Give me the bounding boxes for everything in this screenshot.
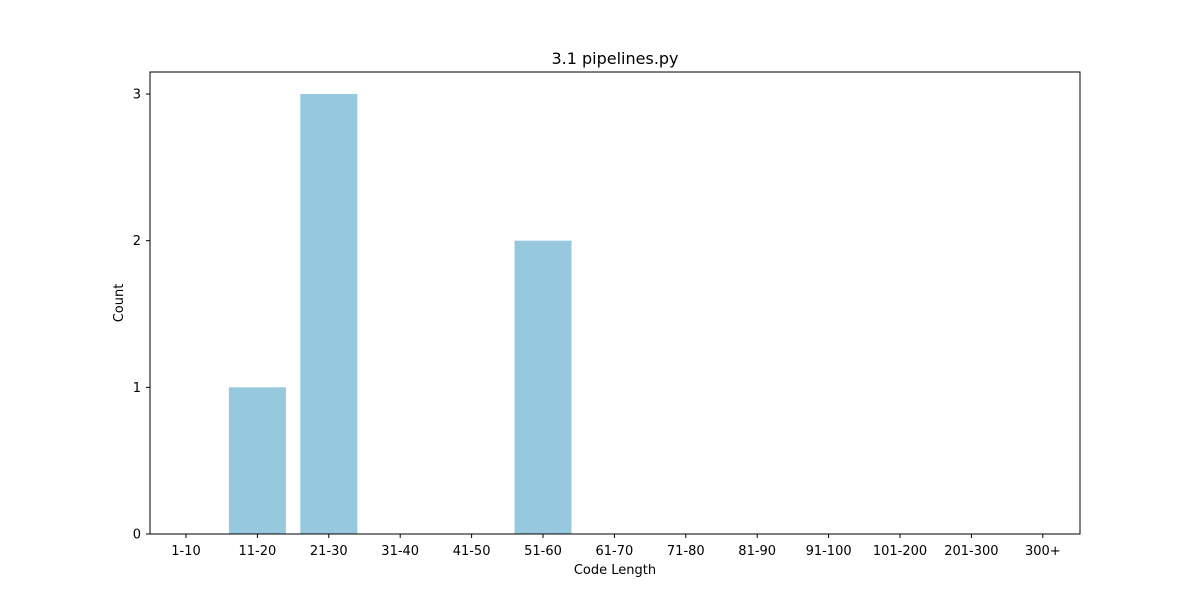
y-tick-label: 3 [133,88,141,103]
x-tick-label: 21-30 [310,544,348,559]
bar-21-30 [300,94,358,534]
x-tick-label: 201-300 [944,544,998,559]
x-tick-label: 1-10 [171,544,201,559]
x-tick-label: 91-100 [806,544,852,559]
bar-11-20 [228,387,286,534]
x-tick-label: 71-80 [667,544,705,559]
y-axis: 0 1 2 3 [133,88,150,543]
x-tick-label: 81-90 [738,544,776,559]
x-tick-label: 31-40 [381,544,419,559]
x-tick-label: 101-200 [873,544,927,559]
x-axis: 1-10 11-20 21-30 31-40 41-50 51-60 61-70 71-80 8… [171,534,1061,559]
y-tick-label: 0 [133,528,141,543]
x-tick-label: 41-50 [453,544,491,559]
x-tick-label: 300+ [1025,544,1061,559]
chart-title: 3.1 pipelines.py [551,49,678,68]
plot-frame [149,71,1081,535]
y-tick-label: 2 [133,234,141,249]
bars-layer [228,94,572,535]
bar-51-60 [514,240,572,535]
y-axis-label: Count [112,284,127,323]
x-tick-label: 51-60 [524,544,562,559]
x-tick-label: 11-20 [239,544,277,559]
x-axis-label: Code Length [574,563,656,578]
y-tick-label: 1 [133,381,141,396]
x-tick-label: 61-70 [596,544,634,559]
